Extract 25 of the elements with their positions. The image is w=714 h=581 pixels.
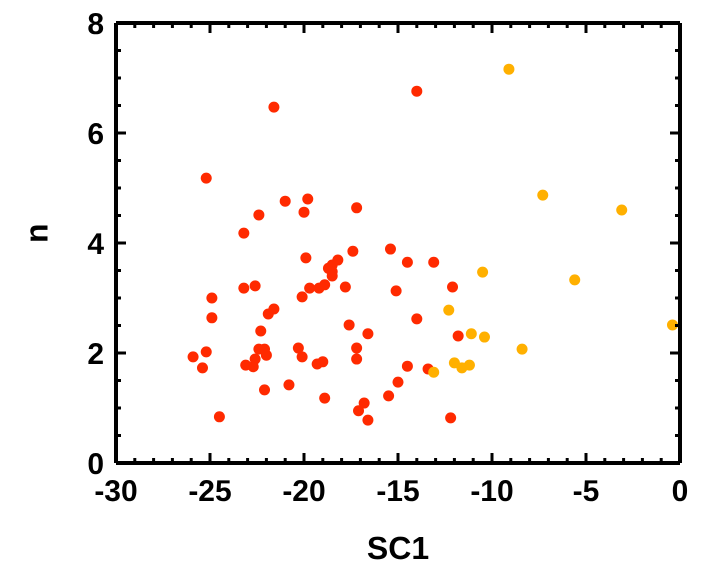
x-tick-label: -10 (470, 475, 514, 508)
point (666, 319, 678, 330)
x-tick-label: 0 (672, 475, 688, 508)
point (443, 304, 454, 316)
y-axis-title: n (18, 223, 54, 243)
point (537, 190, 548, 201)
point (478, 332, 490, 343)
point (616, 204, 628, 216)
x-tick-label: -20 (282, 475, 326, 508)
point (448, 357, 460, 368)
y-tick-label: 2 (87, 338, 104, 371)
point (466, 328, 477, 340)
point (503, 64, 514, 75)
y-tick-label: 8 (87, 8, 104, 41)
point (569, 274, 580, 286)
point (428, 366, 440, 378)
point (464, 360, 475, 371)
y-tick-label: 4 (87, 228, 104, 261)
x-tick-label: -25 (188, 475, 232, 508)
point (516, 344, 528, 355)
x-tick-label: -5 (572, 475, 600, 508)
point (477, 266, 488, 278)
y-tick-label: 6 (87, 118, 104, 151)
x-axis-title: SC1 (366, 530, 430, 566)
x-tick-label: -15 (376, 475, 420, 508)
